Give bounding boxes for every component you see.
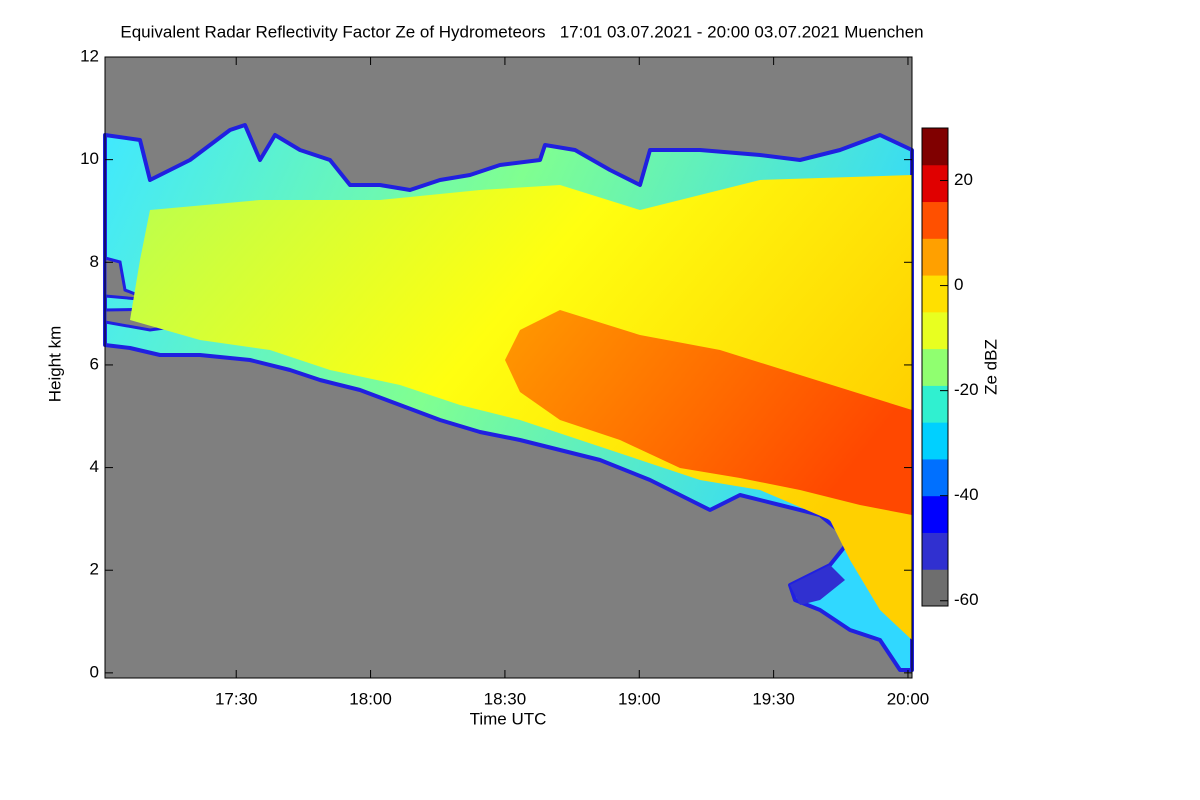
x-axis-label: Time UTC (470, 709, 547, 728)
y-tick-label: 6 (90, 354, 99, 373)
colorbar-segment (922, 311, 948, 350)
x-tick-label: 18:00 (349, 689, 392, 708)
y-tick-label: 12 (80, 46, 99, 65)
colorbar-segment (922, 385, 948, 423)
y-tick-label: 10 (80, 149, 99, 168)
x-tick-label: 18:30 (484, 689, 527, 708)
colorbar-segment (922, 348, 948, 386)
y-axis-label: Height km (45, 326, 64, 403)
y-tick-label: 8 (90, 252, 99, 271)
colorbar-segment (922, 495, 948, 533)
colorbar-segment (922, 275, 948, 313)
plot-frame (104, 56, 913, 679)
colorbar-segment (922, 532, 948, 570)
colorbar-tick-label: -60 (954, 590, 979, 609)
colorbar-tick-label: -40 (954, 485, 979, 504)
y-tick-label: 4 (90, 457, 99, 476)
colorbar-segment (922, 422, 948, 460)
colorbar-tick-label: 20 (954, 170, 973, 189)
chart-title: Equivalent Radar Reflectivity Factor Ze … (120, 22, 923, 41)
colorbar-segment (922, 238, 948, 276)
colorbar-segment (922, 128, 948, 166)
colorbar-segment (922, 458, 948, 497)
x-tick-label: 17:30 (215, 689, 258, 708)
colorbar-tick-label: -20 (954, 380, 979, 399)
colorbar-frame (921, 127, 949, 607)
x-tick-label: 19:30 (752, 689, 795, 708)
x-tick-label: 20:00 (887, 689, 930, 708)
colorbar-label: Ze dBZ (981, 339, 1000, 395)
y-tick-label: 2 (90, 560, 99, 579)
echo-field (103, 123, 914, 672)
x-tick-label: 19:00 (618, 689, 661, 708)
colorbar-segment (922, 164, 948, 203)
colorbar-segment (922, 201, 948, 239)
y-tick-label: 0 (90, 662, 99, 681)
colorbar-tick-label: 0 (954, 275, 963, 294)
